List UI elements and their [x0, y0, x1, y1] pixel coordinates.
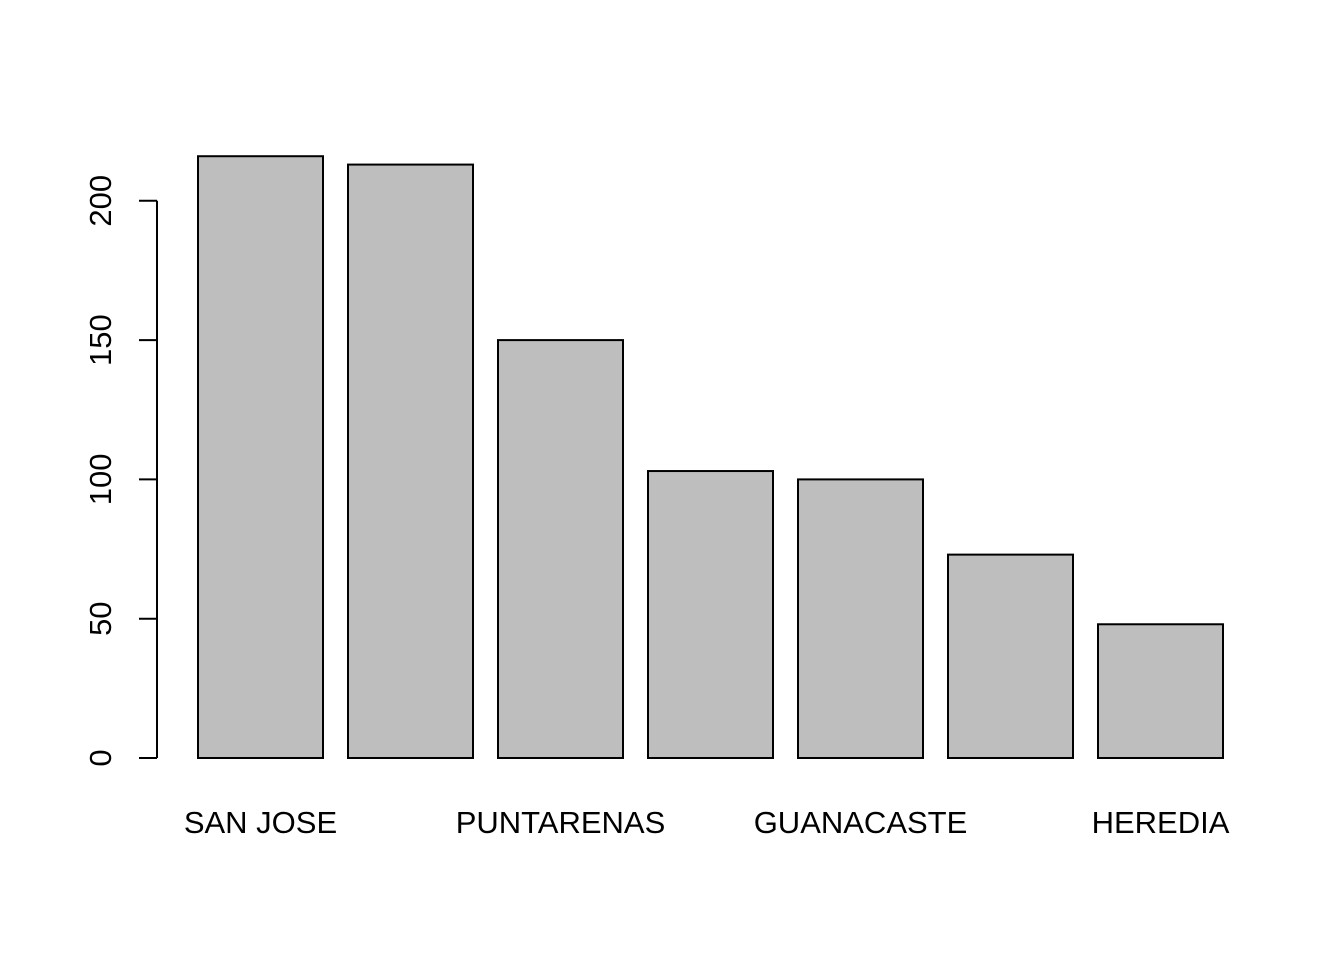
bars-layer — [197, 155, 1224, 760]
y-tick-label-150: 150 — [83, 314, 118, 366]
x-category-label-1: SAN JOSE — [184, 805, 337, 840]
y-tick-label-100: 100 — [83, 454, 118, 506]
bar-6 — [947, 553, 1074, 760]
x-axis-labels: SAN JOSE PUNTARENAS GUANACASTE HEREDIA — [184, 805, 1230, 840]
bar-1 — [197, 155, 324, 759]
bar-2 — [347, 163, 474, 760]
y-axis: 0 50 100 150 200 — [83, 175, 158, 767]
y-tick-label-50: 50 — [83, 601, 118, 635]
x-category-label-5: GUANACASTE — [754, 805, 968, 840]
bar-4 — [647, 470, 774, 759]
x-category-label-3: PUNTARENAS — [456, 805, 666, 840]
x-category-label-7: HEREDIA — [1092, 805, 1230, 840]
bar-7 — [1097, 623, 1224, 759]
y-tick-label-200: 200 — [83, 175, 118, 227]
bar-5 — [797, 478, 924, 759]
y-tick-label-0: 0 — [83, 749, 118, 766]
bar-3 — [497, 339, 624, 759]
